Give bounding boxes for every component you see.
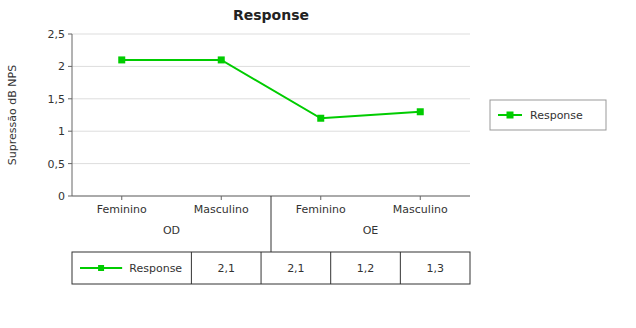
table-value: 1,3 bbox=[426, 262, 444, 275]
grid-line bbox=[72, 34, 470, 35]
tick-mark bbox=[68, 131, 72, 132]
table-legend-marker bbox=[98, 265, 104, 271]
tick-label: Feminino bbox=[97, 203, 147, 216]
tick-label: Masculino bbox=[393, 203, 448, 216]
plot-area bbox=[118, 56, 424, 121]
legend-label: Response bbox=[530, 109, 583, 122]
tick-label: 2,5 bbox=[48, 28, 66, 41]
table-value: 1,2 bbox=[357, 262, 375, 275]
group-separator bbox=[271, 196, 272, 252]
marker bbox=[317, 115, 324, 122]
tick-label: 0,5 bbox=[48, 158, 66, 171]
title: Response bbox=[233, 7, 309, 23]
tick-mark bbox=[68, 98, 72, 99]
data-table: Response 2,1 2,1 1,2 1,3 bbox=[72, 252, 470, 284]
table-value: 2,1 bbox=[287, 262, 305, 275]
tick-mark bbox=[320, 196, 321, 200]
table-divider bbox=[191, 252, 192, 284]
legend: Response bbox=[490, 100, 606, 130]
tick-mark bbox=[221, 196, 222, 200]
legend-marker bbox=[507, 112, 514, 119]
tick-label: 0 bbox=[58, 190, 65, 203]
tick-mark bbox=[121, 196, 122, 200]
chart: Response Supressão dB NPS 0 0,5 1 1,5 2 2,5 Femi… bbox=[0, 0, 636, 328]
marker bbox=[118, 56, 125, 63]
grid-line bbox=[72, 98, 470, 99]
tick-label: Masculino bbox=[194, 203, 249, 216]
group-label: OD bbox=[163, 224, 180, 237]
grid-line bbox=[72, 66, 470, 67]
marker bbox=[417, 108, 424, 115]
marker bbox=[218, 56, 225, 63]
legend-box bbox=[490, 100, 606, 130]
y-axis-line bbox=[72, 34, 73, 196]
table-divider bbox=[261, 252, 262, 284]
tick-mark bbox=[68, 163, 72, 164]
tick-label: Feminino bbox=[296, 203, 346, 216]
line bbox=[122, 60, 421, 118]
group-label: OE bbox=[363, 224, 379, 237]
table-value: 2,1 bbox=[217, 262, 235, 275]
y-axis-label: Supressão dB NPS bbox=[6, 65, 19, 165]
tick-label: 1,5 bbox=[48, 93, 66, 106]
grid-line bbox=[72, 131, 470, 132]
grid-line bbox=[72, 163, 470, 164]
tick-label: 1 bbox=[58, 125, 65, 138]
tick-mark bbox=[68, 66, 72, 67]
tick-mark bbox=[68, 196, 72, 197]
grid bbox=[72, 34, 470, 196]
table-divider bbox=[400, 252, 401, 284]
table-legend-label: Response bbox=[129, 262, 182, 275]
tick-mark bbox=[420, 196, 421, 200]
table-divider bbox=[330, 252, 331, 284]
table-border bbox=[72, 252, 470, 284]
tick-mark bbox=[68, 34, 72, 35]
tick-label: 2 bbox=[58, 60, 65, 73]
